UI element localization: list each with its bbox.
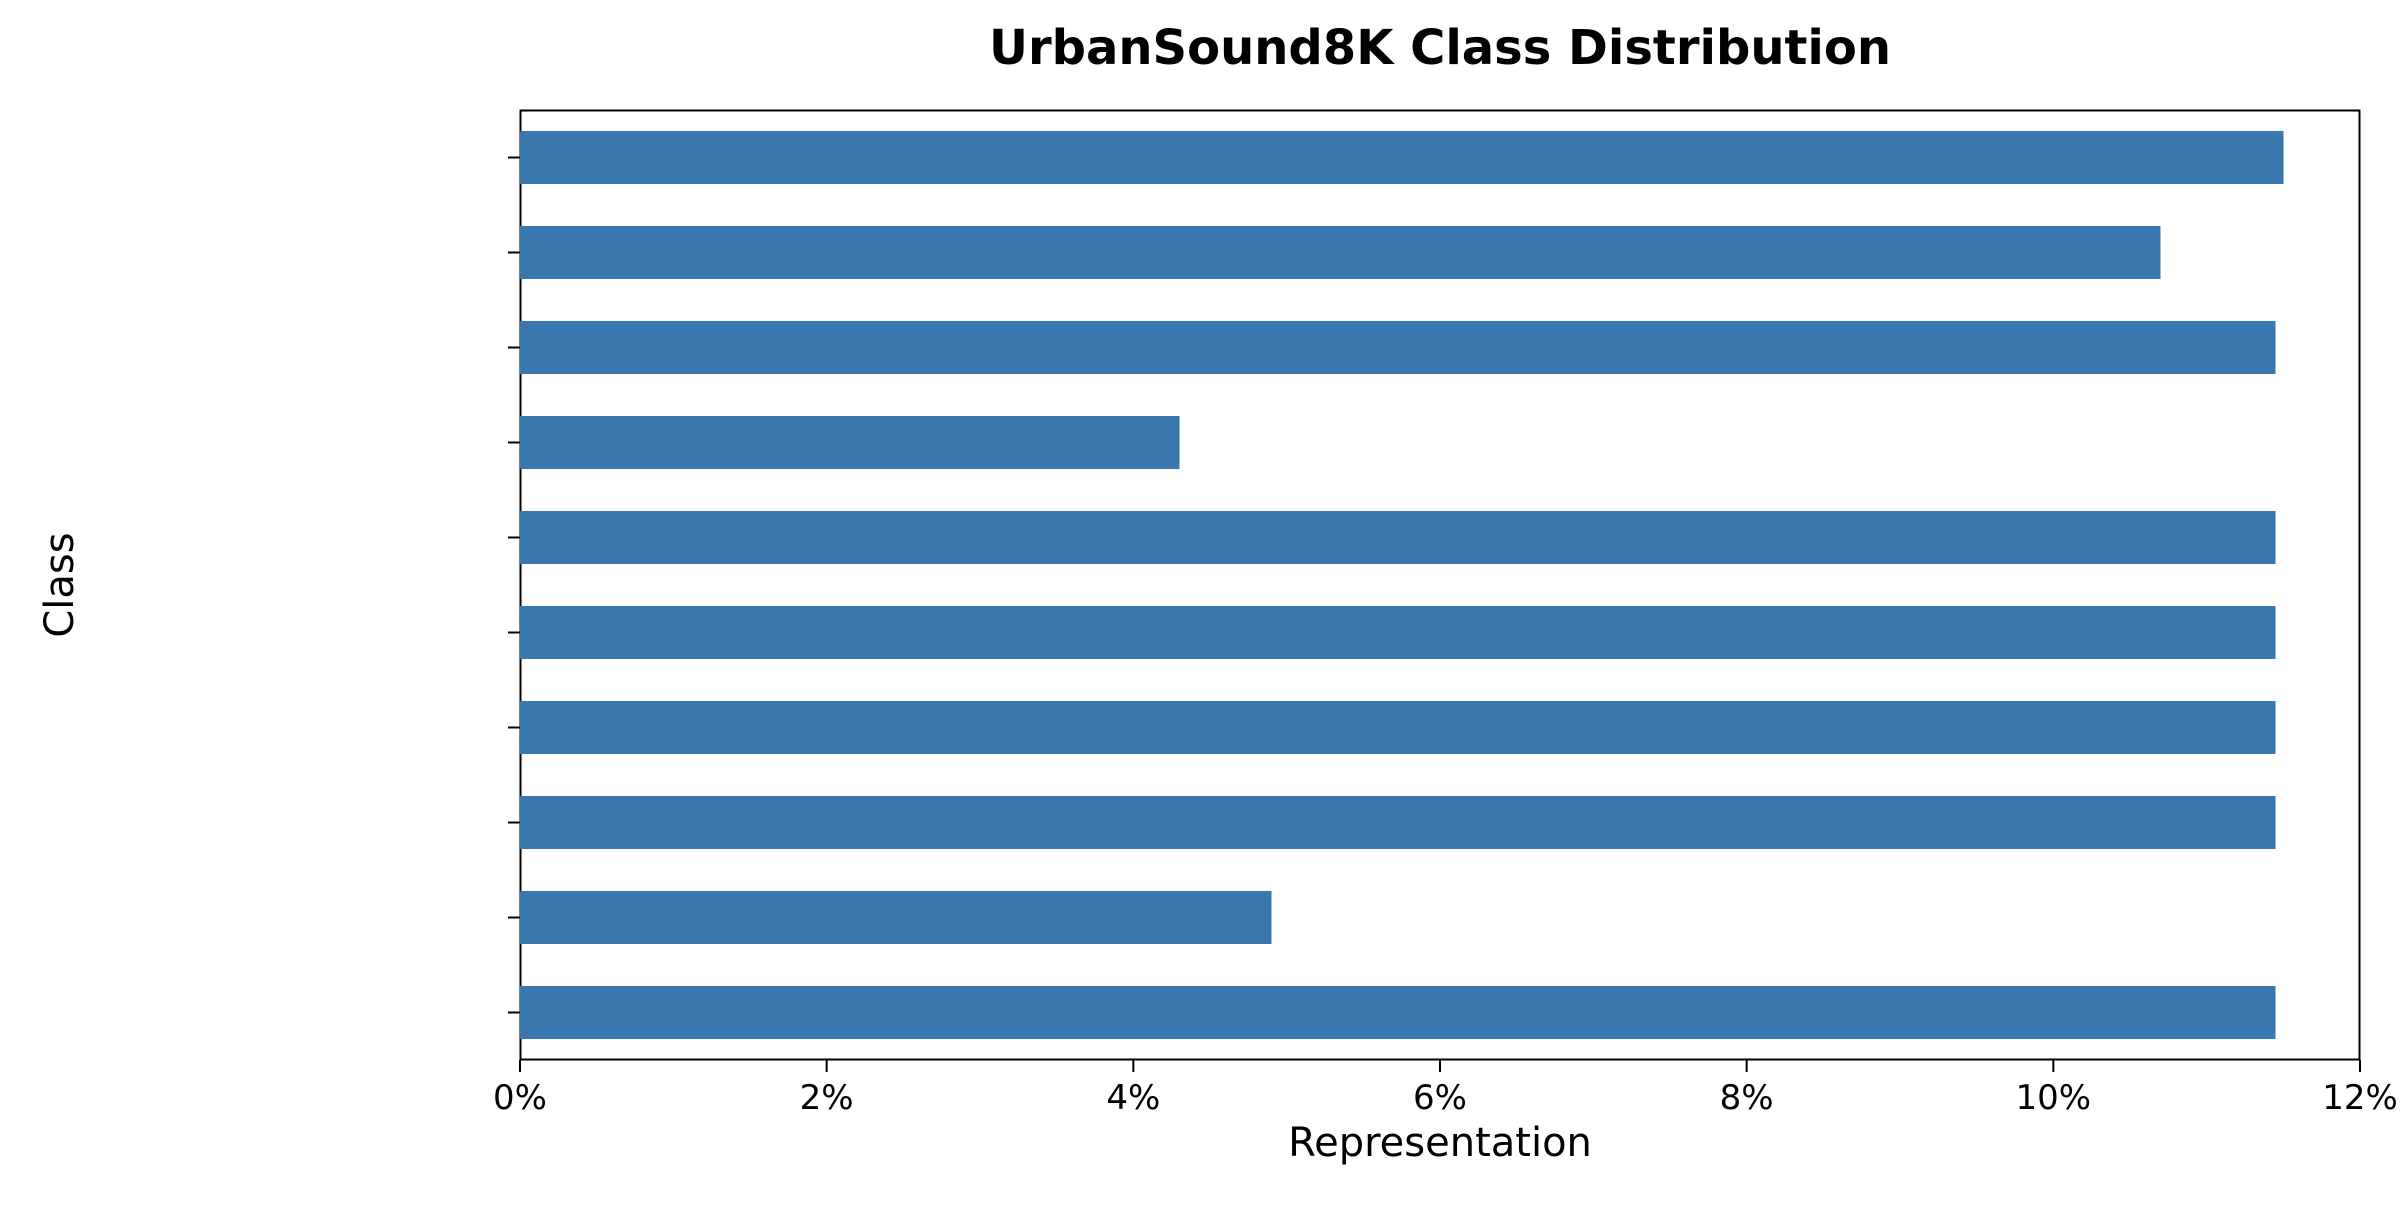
bar — [520, 131, 2283, 184]
bar — [520, 511, 2276, 564]
bar — [520, 701, 2276, 754]
bar — [520, 796, 2276, 849]
chart-container: UrbanSound8K Class Distribution Class Re… — [0, 0, 2403, 1206]
bar — [520, 891, 1271, 944]
x-axis-label: Representation — [1288, 1120, 1592, 1166]
x-tick-label: 4% — [1106, 1078, 1160, 1118]
plot-area — [520, 110, 2360, 1076]
bar — [520, 416, 1179, 469]
bar — [520, 226, 2161, 279]
x-tick-label: 0% — [493, 1078, 547, 1118]
x-tick-label: 2% — [800, 1078, 854, 1118]
x-tick-label: 12% — [2322, 1078, 2398, 1118]
bar — [520, 986, 2276, 1039]
y-axis-label: Class — [37, 532, 83, 637]
x-tick-label: 6% — [1413, 1078, 1467, 1118]
bar — [520, 606, 2276, 659]
x-tick-label: 10% — [2016, 1078, 2092, 1118]
chart-title: UrbanSound8K Class Distribution — [239, 20, 2403, 76]
x-tick-label: 8% — [1720, 1078, 1774, 1118]
bar — [520, 321, 2276, 374]
